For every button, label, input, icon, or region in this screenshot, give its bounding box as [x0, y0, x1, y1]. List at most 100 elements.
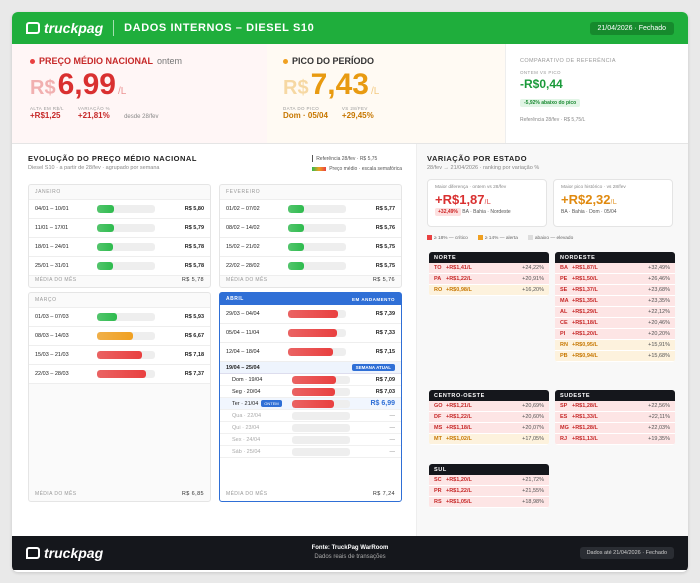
day-row[interactable]: Qua · 22/04 —	[220, 410, 401, 422]
dashboard: truckpag DADOS INTERNOS – DIESEL S10 21/…	[12, 12, 688, 572]
state-code: RJ	[560, 436, 568, 442]
state-row[interactable]: MA +R$1,35/L +23,35%	[555, 296, 675, 307]
state-row[interactable]: SC +R$1,20/L +21,72%	[429, 475, 549, 486]
week-row[interactable]: 11/01 – 17/01 R$ 5,79	[29, 219, 210, 238]
price-bar	[97, 332, 155, 340]
state-row[interactable]: ES +R$1,33/L +22,11%	[555, 412, 675, 423]
state-row[interactable]: MS +R$1,18/L +20,07%	[429, 423, 549, 434]
week-row[interactable]: 08/03 – 14/03 R$ 6,67	[29, 327, 210, 346]
state-percent: +21,72%	[522, 477, 544, 483]
week-row[interactable]: 12/04 – 18/04 R$ 7,15	[220, 343, 401, 362]
week-row[interactable]: 29/03 – 04/04 R$ 7,39	[220, 305, 401, 324]
highlight-cards: Maior diferença · ontem vs 28/fev +R$1,8…	[427, 179, 678, 227]
week-row[interactable]: 05/04 – 11/04 R$ 7,33	[220, 324, 401, 343]
threshold-item: ≥ 14% — alerta	[477, 235, 518, 241]
day-row[interactable]: Dom · 19/04 R$ 7,09	[220, 374, 401, 386]
week-list: 01/02 – 07/02 R$ 5,77 08/02 – 14/02 R$ 5,76…	[220, 200, 401, 276]
state-row[interactable]: RO +R$0,98/L +16,20%	[429, 285, 549, 296]
month-name: JANEIRO	[29, 185, 210, 200]
state-code: DF	[434, 414, 442, 420]
state-row[interactable]: RN +R$0,95/L +15,91%	[555, 340, 675, 351]
week-row[interactable]: 25/01 – 31/01 R$ 5,78	[29, 257, 210, 276]
state-variation: +R$1,22/L	[446, 488, 472, 494]
avg-value: R$ 7,24	[372, 491, 395, 497]
state-row[interactable]: RJ +R$1,13/L +19,35%	[555, 434, 675, 445]
state-variation: +R$1,02/L	[446, 436, 472, 442]
state-row[interactable]: CE +R$1,18/L +20,46%	[555, 318, 675, 329]
state-variation: +R$1,29/L	[572, 309, 598, 315]
state-percent: +32,49%	[648, 265, 670, 271]
price-bar	[288, 205, 346, 213]
day-row[interactable]: Qui · 23/04 —	[220, 422, 401, 434]
price-bar	[292, 387, 350, 396]
day-row[interactable]: Sáb · 25/04 —	[220, 446, 401, 458]
state-code: ES	[560, 414, 568, 420]
ref-value: -R$0,44	[520, 77, 563, 91]
week-row[interactable]: 15/03 – 21/03 R$ 7,18	[29, 346, 210, 365]
week-row[interactable]: 22/03 – 28/03 R$ 7,37	[29, 365, 210, 384]
state-row[interactable]: GO +R$1,21/L +20,69%	[429, 401, 549, 412]
state-row[interactable]: SE +R$1,37/L +23,68%	[555, 285, 675, 296]
currency: R$	[30, 77, 56, 99]
week-row[interactable]: 01/03 – 07/03 R$ 5,93	[29, 308, 210, 327]
state-variation: +R$1,18/L	[446, 425, 472, 431]
week-label: 08/03 – 14/03	[35, 333, 69, 339]
state-row[interactable]: PA +R$1,22/L +20,91%	[429, 274, 549, 285]
state-row[interactable]: PR +R$1,22/L +21,55%	[429, 486, 549, 497]
state-percent: +20,46%	[648, 320, 670, 326]
ref-sub: ONTEM VS PICO	[520, 70, 561, 75]
price-bar	[97, 224, 155, 232]
state-row[interactable]: TO +R$1,41/L +24,22%	[429, 263, 549, 274]
state-percent: +16,20%	[522, 287, 544, 293]
state-row[interactable]: AL +R$1,29/L +22,12%	[555, 307, 675, 318]
day-row[interactable]: Seg · 20/04 R$ 7,03	[220, 386, 401, 398]
day-label: Seg · 20/04	[232, 389, 292, 395]
region-sul: SUL SC +R$1,20/L +21,72% PR +R$1,22/L +21,55% R…	[429, 464, 549, 508]
ref-line-icon	[312, 155, 314, 163]
month-header: ABRIL EM ANDAMENTO	[220, 293, 401, 305]
state-code: SC	[434, 477, 442, 483]
week-row[interactable]: 18/01 – 24/01 R$ 5,78	[29, 238, 210, 257]
state-row[interactable]: MT +R$1,02/L +17,05%	[429, 434, 549, 445]
week-row[interactable]: 15/02 – 21/02 R$ 5,75	[220, 238, 401, 257]
day-text: Dom · 19/04	[232, 376, 263, 383]
state-code: PR	[434, 488, 442, 494]
gradient-swatch-icon	[312, 166, 327, 171]
week-row[interactable]: 08/02 – 14/02 R$ 5,76	[220, 219, 401, 238]
state-code: MS	[434, 425, 443, 431]
week-row[interactable]: 22/02 – 28/02 R$ 5,75	[220, 257, 401, 276]
states-subtitle: 28/fev → 21/04/2026 · ranking por variaç…	[427, 165, 540, 171]
status-tag: EM ANDAMENTO	[352, 296, 395, 302]
week-row[interactable]: 04/01 – 10/01 R$ 5,80	[29, 200, 210, 219]
state-percent: +23,68%	[648, 287, 670, 293]
state-row[interactable]: BA +R$1,87/L +32,49%	[555, 263, 675, 274]
state-row[interactable]: PB +R$0,94/L +15,68%	[555, 351, 675, 362]
state-percent: +26,46%	[648, 276, 670, 282]
current-week-row[interactable]: 19/04 – 25/04 SEMANA ATUAL	[220, 362, 401, 374]
kpi-title: PICO DO PERÍODO	[292, 56, 375, 66]
state-row[interactable]: MG +R$1,28/L +22,03%	[555, 423, 675, 434]
state-row[interactable]: DF +R$1,22/L +20,60%	[429, 412, 549, 423]
month-avg: MÉDIA DO MÊS R$ 6,85	[29, 487, 210, 501]
state-code: TO	[434, 265, 442, 271]
state-code: PE	[560, 276, 568, 282]
state-code: MT	[434, 436, 442, 442]
avg-value: R$ 6,85	[181, 491, 204, 497]
state-row[interactable]: PE +R$1,50/L +26,46%	[555, 274, 675, 285]
state-row[interactable]: SP +R$1,28/L +22,56%	[555, 401, 675, 412]
state-code: SE	[560, 287, 568, 293]
state-row[interactable]: PI +R$1,20/L +20,20%	[555, 329, 675, 340]
week-label: 08/02 – 14/02	[226, 225, 260, 231]
month-february: FEVEREIRO 01/02 – 07/02 R$ 5,77 08/02 – 14…	[219, 184, 402, 288]
main-area: EVOLUÇÃO DO PREÇO MÉDIO NACIONAL Diesel …	[12, 144, 688, 536]
unit: /L	[370, 86, 380, 97]
brand-logo: truckpag	[26, 20, 103, 36]
day-row[interactable]: Ter · 21/04 ONTEM R$ 6,99	[220, 398, 401, 410]
week-row[interactable]: 01/02 – 07/02 R$ 5,77	[220, 200, 401, 219]
state-row[interactable]: RS +R$1,05/L +18,98%	[429, 497, 549, 508]
ref-badge: -5,92% abaixo do pico	[520, 99, 581, 107]
day-row[interactable]: Sex · 24/04 —	[220, 434, 401, 446]
avg-value: R$ 5,78	[181, 277, 204, 283]
month-name: ABRIL	[226, 296, 244, 302]
state-percent: +22,11%	[648, 414, 670, 420]
